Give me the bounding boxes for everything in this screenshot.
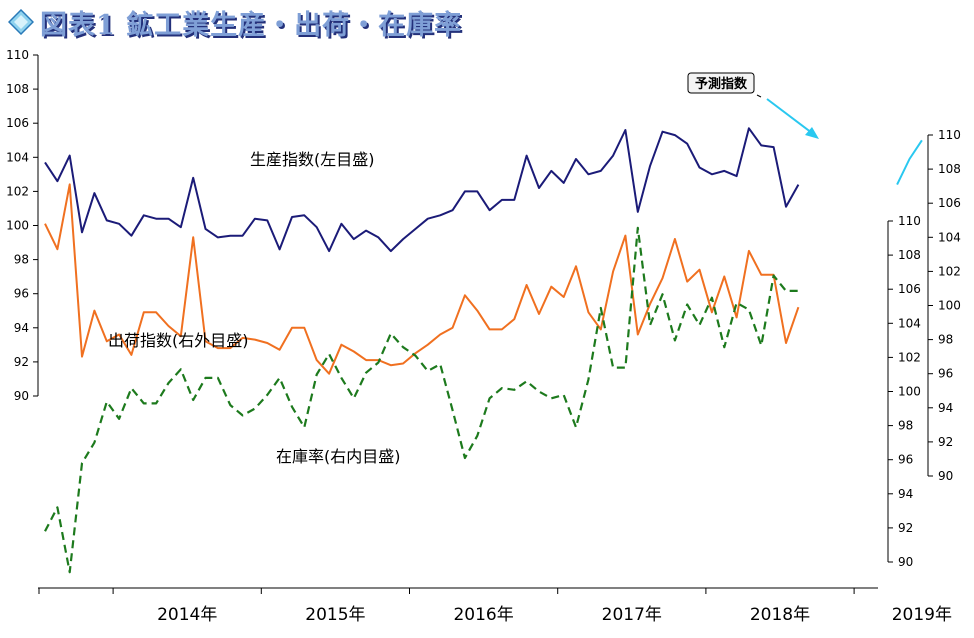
right_inner-tick-label: 92 — [898, 521, 913, 535]
shipments-label: 出荷指数(右外目盛) — [108, 331, 249, 350]
right_inner-tick-label: 90 — [898, 555, 913, 569]
x-tick-label: 2019年 — [892, 605, 952, 625]
forecast-arrow-head — [805, 127, 819, 139]
x-tick-label: 2017年 — [602, 605, 662, 625]
left-tick-label: 110 — [6, 48, 29, 62]
x-tick-label: 2016年 — [453, 605, 513, 625]
right_outer-tick-label: 94 — [938, 401, 953, 415]
axes: 110 108 106 104 102 100 98 96 94 92 90 110 108 106 104… — [6, 48, 961, 625]
left-tick-label: 102 — [6, 184, 29, 198]
forecast-line — [896, 139, 923, 186]
forecast-label-box — [687, 72, 755, 94]
production-line — [44, 127, 800, 253]
left-tick-label: 104 — [6, 150, 29, 164]
x-tick-label: 2014年 — [157, 605, 217, 625]
left-tick-label: 96 — [14, 287, 29, 301]
right_outer-tick-label: 106 — [938, 196, 961, 210]
forecast-label: 予測指数 — [695, 76, 748, 92]
right_inner-tick-label: 94 — [898, 487, 913, 501]
chart-title: 図表1 鉱工業生産・出荷・在庫率 — [40, 9, 463, 41]
x-tick-label: 2018年 — [750, 605, 810, 625]
right_outer-tick-label: 100 — [938, 299, 961, 313]
right_outer-tick-label: 90 — [938, 469, 953, 483]
right_inner-tick-label: 104 — [898, 316, 921, 330]
chart-title-bar: 図表1 鉱工業生産・出荷・在庫率 — [8, 2, 462, 42]
right_inner-tick-label: 110 — [898, 214, 921, 228]
left-tick-label: 94 — [14, 321, 29, 335]
right_inner-tick-label: 100 — [898, 385, 921, 399]
series-lines — [44, 127, 923, 574]
left-tick-label: 92 — [14, 355, 29, 369]
right_outer-tick-label: 108 — [938, 162, 961, 176]
right_inner-tick-label: 98 — [898, 419, 913, 433]
right_outer-tick-label: 104 — [938, 230, 961, 244]
annotations: 生産指数(左目盛) 出荷指数(右外目盛) 在庫率(右内目盛) 予測指数 — [108, 72, 819, 466]
inventory-label: 在庫率(右内目盛) — [276, 447, 401, 466]
forecast-arrow-line — [766, 98, 813, 134]
left-tick-label: 100 — [6, 219, 29, 233]
right_inner-tick-label: 108 — [898, 248, 921, 262]
x-tick-label: 2015年 — [305, 605, 365, 625]
right_outer-tick-label: 98 — [938, 333, 953, 347]
left-tick-label: 98 — [14, 253, 29, 267]
right_outer-tick-label: 96 — [938, 367, 953, 381]
left-tick-label: 90 — [14, 389, 29, 403]
inventory-line — [44, 226, 799, 574]
forecast-box-shadow — [756, 94, 762, 98]
production-label: 生産指数(左目盛) — [250, 150, 375, 169]
right_inner-tick-label: 96 — [898, 453, 913, 467]
left-tick-label: 106 — [6, 116, 29, 130]
diamond-icon — [8, 9, 34, 35]
shipments-line — [44, 183, 800, 375]
right_outer-tick-label: 102 — [938, 264, 961, 278]
right_outer-tick-label: 110 — [938, 128, 961, 142]
right_inner-tick-label: 106 — [898, 282, 921, 296]
right_inner-tick-label: 102 — [898, 350, 921, 364]
right_outer-tick-label: 92 — [938, 435, 953, 449]
left-tick-label: 108 — [6, 82, 29, 96]
